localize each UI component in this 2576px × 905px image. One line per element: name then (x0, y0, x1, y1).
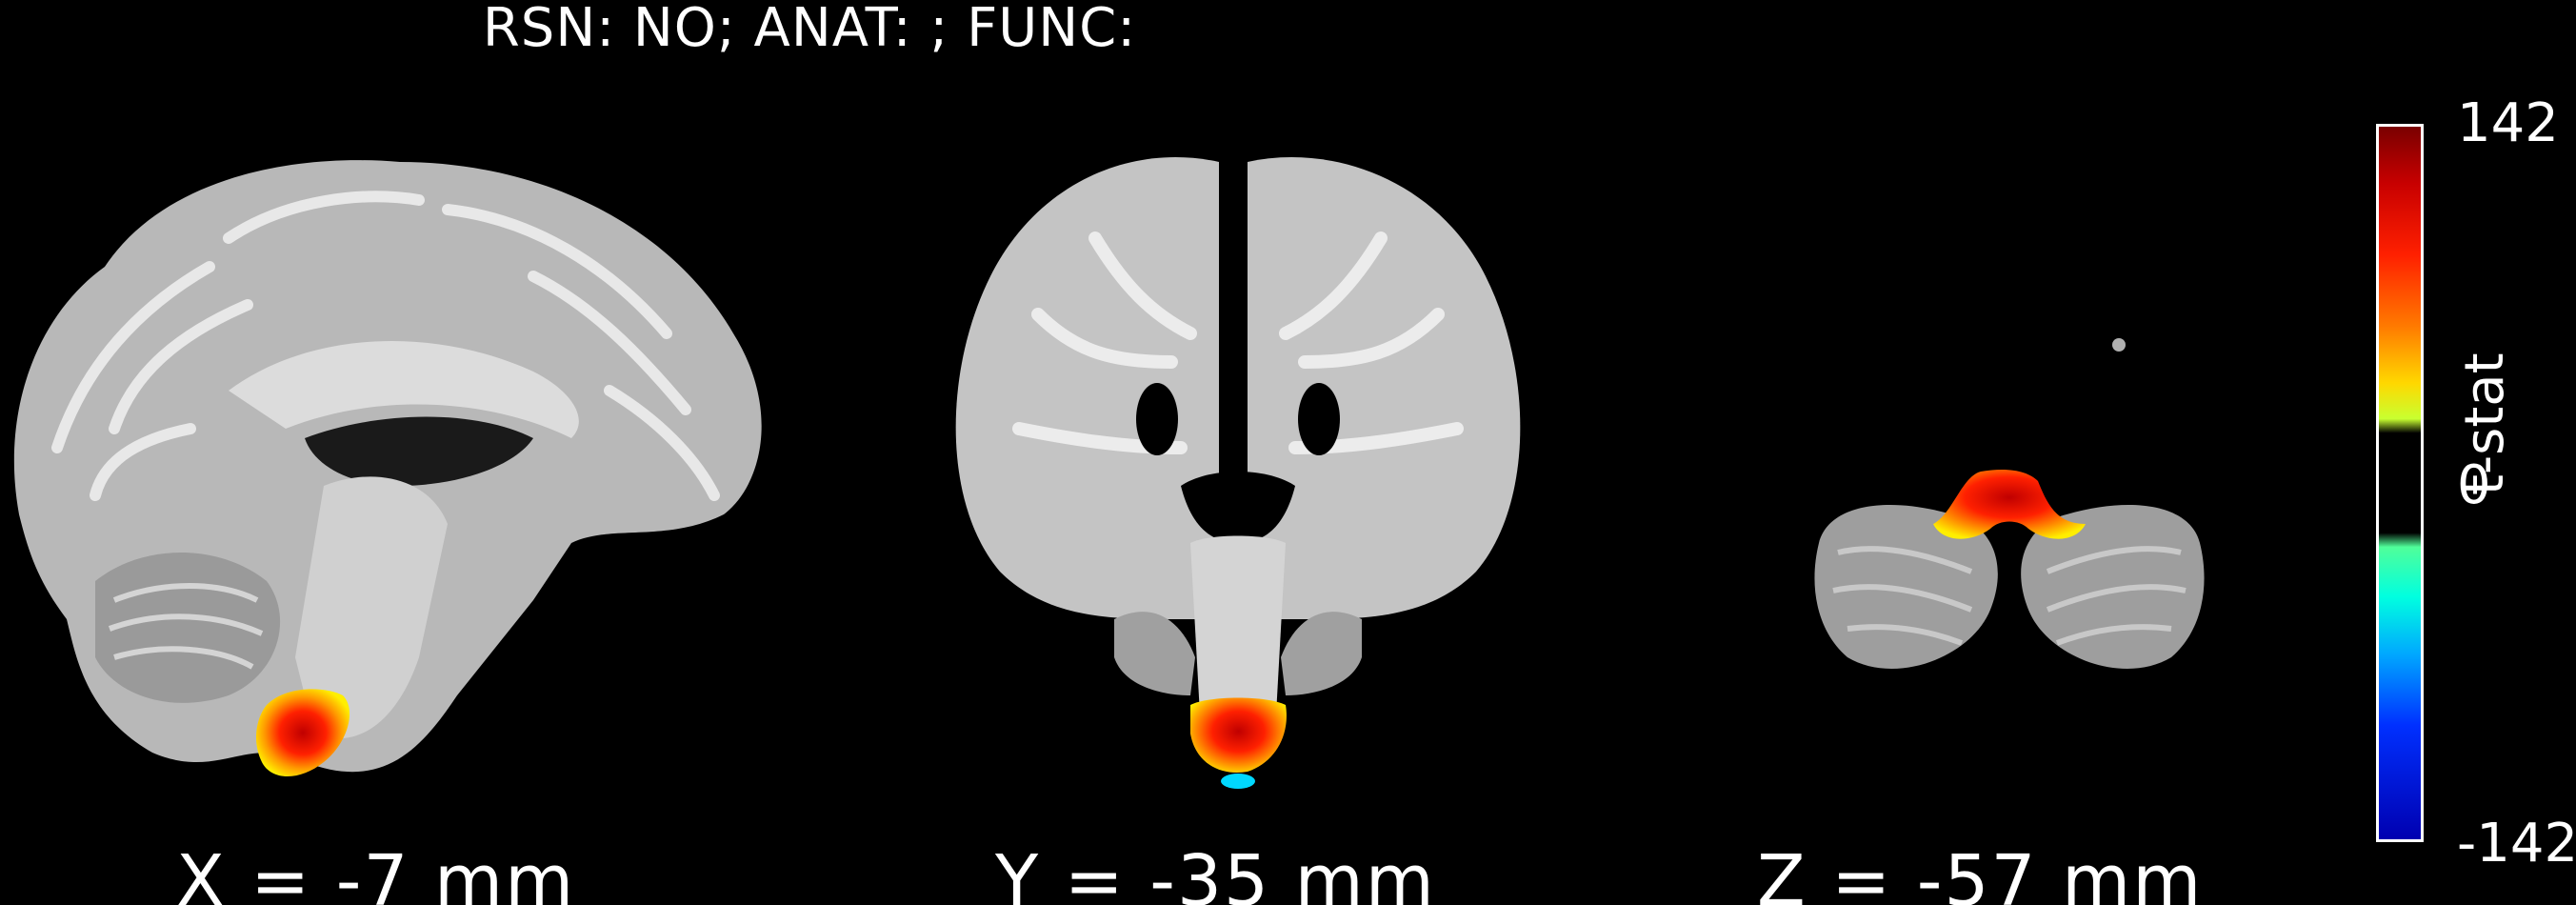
sagittal-view (0, 124, 781, 810)
axial-brain-image (1814, 338, 2205, 669)
colorbar-mid-tick: 0 (2457, 454, 2491, 516)
coronal-cerebellum-left (1114, 612, 1195, 695)
left-ventricle (1136, 383, 1178, 455)
activation-blob (1933, 470, 2086, 539)
cerebellum-folia (108, 583, 264, 670)
activation-blob (255, 689, 350, 776)
gyri-texture (51, 191, 720, 501)
sagittal-coordinate-label: X = -7 mm (176, 840, 576, 905)
sagittal-brain-image (13, 160, 762, 776)
small-speck (2112, 338, 2126, 352)
axial-coordinate-label: Z = -57 mm (1757, 840, 2204, 905)
ventricle (305, 416, 533, 486)
colorbar (2376, 124, 2433, 848)
colorbar-min-tick: -142 (2457, 813, 2576, 875)
figure-title: RSN: NO; ANAT: ; FUNC: (482, 0, 1137, 59)
coronal-brain-image (955, 157, 1521, 789)
brainstem (295, 476, 448, 739)
coronal-view (924, 124, 1552, 810)
coronal-coordinate-label: Y = -35 mm (995, 840, 1436, 905)
right-ventricle (1298, 383, 1340, 455)
right-hemisphere (1248, 157, 1521, 619)
left-hemisphere (955, 157, 1219, 619)
axial-view (1790, 124, 2228, 810)
third-ventricle (1181, 472, 1295, 543)
negative-activation-blob (1221, 774, 1255, 789)
axial-folia (1832, 546, 2187, 646)
colorbar-max-tick: 142 (2457, 92, 2559, 154)
colorbar-label: t-stat (2454, 352, 2516, 495)
coronal-cerebellum-right (1281, 612, 1362, 695)
activation-blob (1190, 697, 1287, 773)
colorbar-gradient (2376, 124, 2424, 842)
coronal-brainstem (1190, 535, 1286, 736)
corpus-callosum (229, 340, 579, 438)
